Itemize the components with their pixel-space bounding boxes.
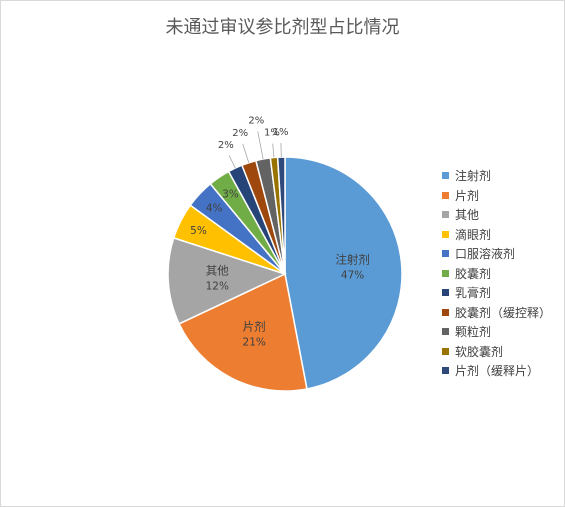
legend-label: 胶囊剂（缓控释）: [455, 305, 552, 320]
legend-swatch: [442, 347, 449, 355]
slice-percent-label-3: 12%: [206, 280, 229, 292]
slice-percent-label-9: 2%: [248, 116, 264, 127]
legend-label: 颗粒剂: [455, 325, 492, 340]
slice-percent-label-1: 47%: [341, 270, 364, 282]
legend-swatch: [442, 289, 449, 297]
legend-swatch: [442, 211, 449, 219]
slice-percent-label-5: 4%: [206, 203, 223, 215]
legend-item-片剂: 片剂: [442, 186, 551, 206]
legend-label: 注射剂: [455, 169, 492, 184]
slice-category-label-3: 其他: [206, 263, 229, 277]
legend-label: 乳膏剂: [455, 286, 492, 301]
legend-label: 口服溶液剂: [455, 247, 516, 262]
legend-swatch: [442, 191, 449, 199]
slice-category-label-2: 片剂: [243, 320, 266, 334]
legend-swatch: [442, 250, 449, 258]
legend-item-注射剂: 注射剂: [442, 166, 551, 186]
legend-item-胶囊剂缓控释: 胶囊剂（缓控释）: [442, 303, 551, 323]
pie-slice-2: [178, 272, 308, 392]
leader-line-7: [228, 155, 236, 169]
legend-swatch: [442, 269, 449, 277]
slice-percent-label-4: 5%: [190, 225, 207, 237]
legend-label: 其他: [455, 208, 480, 223]
legend-label: 片剂: [455, 188, 480, 203]
legend-swatch: [442, 172, 449, 180]
legend-swatch: [442, 308, 449, 316]
chart-legend: 注射剂片剂其他滴眼剂口服溶液剂胶囊剂乳膏剂胶囊剂（缓控释） 颗粒剂软胶囊剂片剂（缓…: [442, 166, 551, 381]
slice-percent-label-8: 2%: [232, 128, 248, 139]
legend-swatch: [442, 328, 449, 336]
leader-line-9: [257, 131, 264, 160]
legend-swatch: [442, 367, 449, 375]
pie-slice-3: [167, 236, 288, 325]
legend-label: 片剂（缓释片）: [455, 364, 540, 379]
legend-label: 软胶囊剂: [455, 344, 504, 359]
legend-item-乳膏剂: 乳膏剂: [442, 283, 551, 303]
legend-label: 滴眼剂: [455, 227, 492, 242]
legend-item-颗粒剂: 颗粒剂: [442, 322, 551, 342]
leader-line-10: [272, 143, 275, 158]
legend-label: 胶囊剂: [455, 266, 492, 281]
legend-item-软胶囊剂: 软胶囊剂: [442, 342, 551, 362]
leader-line-8: [242, 143, 250, 163]
legend-item-片剂缓释片: 片剂（缓释片）: [442, 361, 551, 381]
slice-percent-label-2: 21%: [243, 337, 266, 349]
chart-title: 未通过审议参比剂型占比情况: [165, 17, 400, 38]
slice-percent-label-10: 1%: [264, 128, 280, 139]
slice-percent-label-6: 3%: [222, 189, 239, 201]
legend-swatch: [442, 230, 449, 238]
legend-item-口服溶液剂: 口服溶液剂: [442, 244, 551, 264]
legend-item-胶囊剂: 胶囊剂: [442, 264, 551, 284]
legend-item-其他: 其他: [442, 205, 551, 225]
slice-percent-label-7: 2%: [218, 140, 234, 151]
legend-item-滴眼剂: 滴眼剂: [442, 225, 551, 245]
slice-percent-label-11: 1%: [273, 127, 289, 138]
slice-category-label-1: 注射剂: [335, 253, 370, 267]
pie-slice-1: [284, 156, 403, 390]
